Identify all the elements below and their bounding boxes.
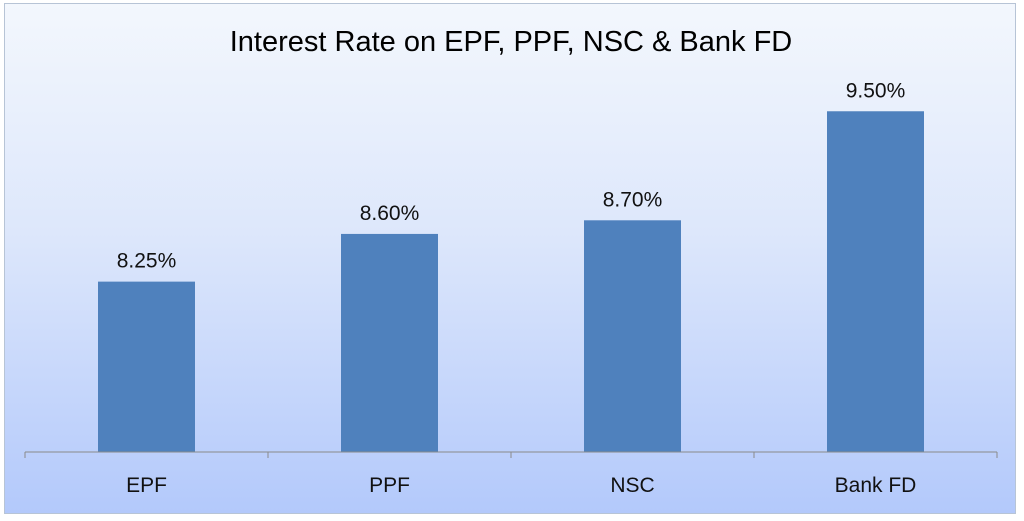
bar-bank-fd [827,111,924,452]
data-label-bank-fd: 9.50% [846,79,906,102]
x-tick-label-nsc: NSC [610,474,654,497]
bar-chart: Interest Rate on EPF, PPF, NSC & Bank FD… [24,26,998,497]
data-label-ppf: 8.60% [360,202,420,225]
x-tick-labels: EPF PPF NSC Bank FD [126,474,916,497]
x-tick-label-epf: EPF [126,474,167,497]
chart-title: Interest Rate on EPF, PPF, NSC & Bank FD [230,26,793,58]
x-tick-label-ppf: PPF [369,474,410,497]
chart-area: Interest Rate on EPF, PPF, NSC & Bank FD… [4,3,1016,514]
x-axis [24,451,998,458]
data-labels-group: 8.25% 8.60% 8.70% 9.50% [117,79,906,272]
bar-ppf [341,233,438,452]
x-tick-label-bank-fd: Bank FD [835,474,917,497]
bar-nsc [584,220,681,452]
data-label-nsc: 8.70% [603,188,663,211]
data-label-epf: 8.25% [117,250,177,273]
bar-epf [98,281,195,452]
bars-group [98,111,924,452]
